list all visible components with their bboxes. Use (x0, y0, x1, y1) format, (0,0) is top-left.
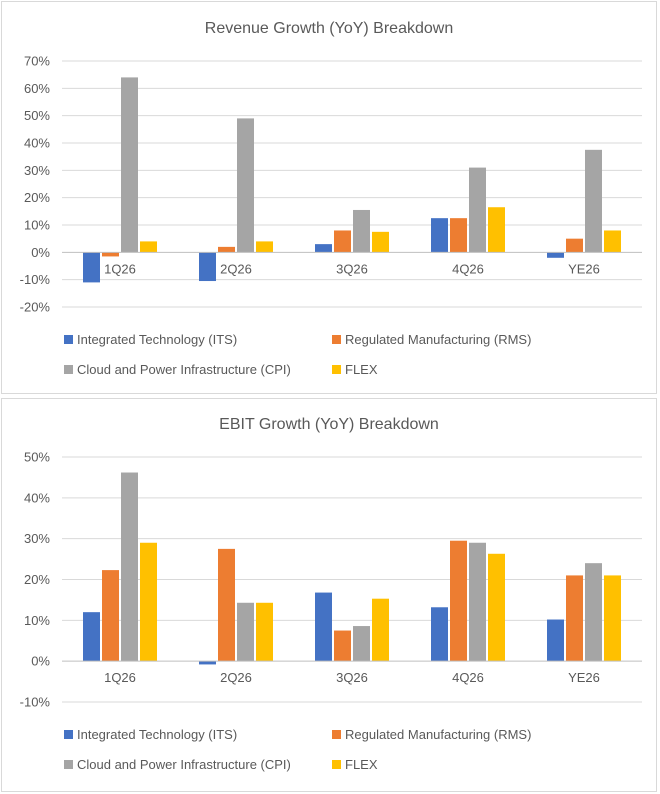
y-tick-label: 40% (24, 136, 50, 151)
bar-flex-3q26 (372, 231, 389, 253)
category-label: 2Q26 (220, 670, 252, 685)
bar-cpi-ye26 (585, 563, 602, 662)
legend-swatch-cpi (64, 760, 73, 769)
y-tick-label: 20% (24, 190, 50, 205)
bar-flex-4q26 (488, 207, 505, 253)
bar-flex-2q26 (256, 241, 273, 253)
bar-flex-ye26 (604, 230, 621, 253)
bar-rms-3q26 (334, 630, 351, 662)
bar-its-4q26 (431, 218, 448, 253)
legend-label-cpi: Cloud and Power Infrastructure (CPI) (77, 757, 291, 772)
category-label: YE26 (568, 670, 600, 685)
y-tick-label: 20% (24, 572, 50, 587)
y-tick-label: -20% (20, 300, 51, 315)
category-label: 2Q26 (220, 261, 252, 276)
revenue-growth-chart-svg: Revenue Growth (YoY) Breakdown 70% 60% 50%… (20, 20, 642, 377)
legend-label-rms: Regulated Manufacturing (RMS) (345, 727, 531, 742)
y-tick-label: 10% (24, 613, 50, 628)
legend-label-rms: Regulated Manufacturing (RMS) (345, 332, 531, 347)
bar-cpi-4q26 (469, 167, 486, 253)
bar-flex-3q26 (372, 598, 389, 662)
legend-label-its: Integrated Technology (ITS) (77, 332, 237, 347)
bar-flex-1q26 (140, 542, 157, 662)
bar-cpi-1q26 (121, 77, 138, 253)
category-label: 4Q26 (452, 261, 484, 276)
legend-swatch-rms (332, 730, 341, 739)
category-label: 4Q26 (452, 670, 484, 685)
legend-swatch-cpi (64, 365, 73, 374)
bar-cpi-ye26 (585, 149, 602, 253)
y-tick-label: 40% (24, 490, 50, 505)
bar-cpi-1q26 (121, 472, 138, 662)
legend-swatch-its (64, 730, 73, 739)
bar-rms-ye26 (566, 575, 583, 662)
legend-label-flex: FLEX (345, 362, 378, 377)
bar-its-2q26 (199, 661, 216, 665)
bar-rms-3q26 (334, 230, 351, 253)
bar-cpi-4q26 (469, 542, 486, 662)
category-label: 3Q26 (336, 670, 368, 685)
legend-swatch-flex (332, 760, 341, 769)
bar-rms-2q26 (218, 246, 235, 253)
ebit-growth-chart: EBIT Growth (YoY) Breakdown 50% 40% 30% 20%… (1, 398, 657, 792)
category-label: 1Q26 (104, 670, 136, 685)
bar-flex-1q26 (140, 241, 157, 253)
bar-its-3q26 (315, 592, 332, 662)
y-tick-label: -10% (20, 695, 51, 710)
chart-title: Revenue Growth (YoY) Breakdown (205, 20, 453, 37)
bar-rms-2q26 (218, 548, 235, 662)
bar-its-1q26 (83, 252, 100, 283)
legend-swatch-flex (332, 365, 341, 374)
legend-label-cpi: Cloud and Power Infrastructure (CPI) (77, 362, 291, 377)
y-tick-label: 30% (24, 531, 50, 546)
bar-rms-1q26 (102, 252, 119, 257)
bar-its-1q26 (83, 612, 100, 662)
y-tick-label: 10% (24, 218, 50, 233)
bar-rms-ye26 (566, 238, 583, 253)
y-tick-label: -10% (20, 272, 51, 287)
ebit-growth-chart-svg: EBIT Growth (YoY) Breakdown 50% 40% 30% 20%… (20, 416, 642, 772)
y-tick-label: 30% (24, 163, 50, 178)
bar-cpi-2q26 (237, 602, 254, 662)
bar-flex-ye26 (604, 575, 621, 662)
y-tick-label: 0% (31, 245, 50, 260)
bar-rms-4q26 (450, 218, 467, 253)
bar-its-2q26 (199, 252, 216, 282)
bar-its-ye26 (547, 619, 564, 662)
bar-rms-1q26 (102, 570, 119, 662)
bar-its-3q26 (315, 244, 332, 253)
category-label: YE26 (568, 261, 600, 276)
legend-swatch-its (64, 335, 73, 344)
bar-flex-4q26 (488, 553, 505, 662)
legend-label-its: Integrated Technology (ITS) (77, 727, 237, 742)
category-label: 1Q26 (104, 261, 136, 276)
category-label: 3Q26 (336, 261, 368, 276)
y-tick-label: 0% (31, 654, 50, 669)
revenue-growth-chart: Revenue Growth (YoY) Breakdown 70% 60% 50%… (1, 1, 657, 394)
bar-its-ye26 (547, 252, 564, 258)
y-tick-label: 60% (24, 81, 50, 96)
chart-title: EBIT Growth (YoY) Breakdown (219, 416, 439, 433)
y-tick-label: 50% (24, 108, 50, 123)
bar-rms-4q26 (450, 540, 467, 662)
legend-swatch-rms (332, 335, 341, 344)
bar-cpi-2q26 (237, 118, 254, 253)
y-tick-label: 50% (24, 450, 50, 465)
bar-cpi-3q26 (353, 209, 370, 253)
bar-cpi-3q26 (353, 626, 370, 662)
bar-flex-2q26 (256, 602, 273, 662)
bar-its-4q26 (431, 607, 448, 662)
y-tick-label: 70% (24, 54, 50, 69)
legend-label-flex: FLEX (345, 757, 378, 772)
